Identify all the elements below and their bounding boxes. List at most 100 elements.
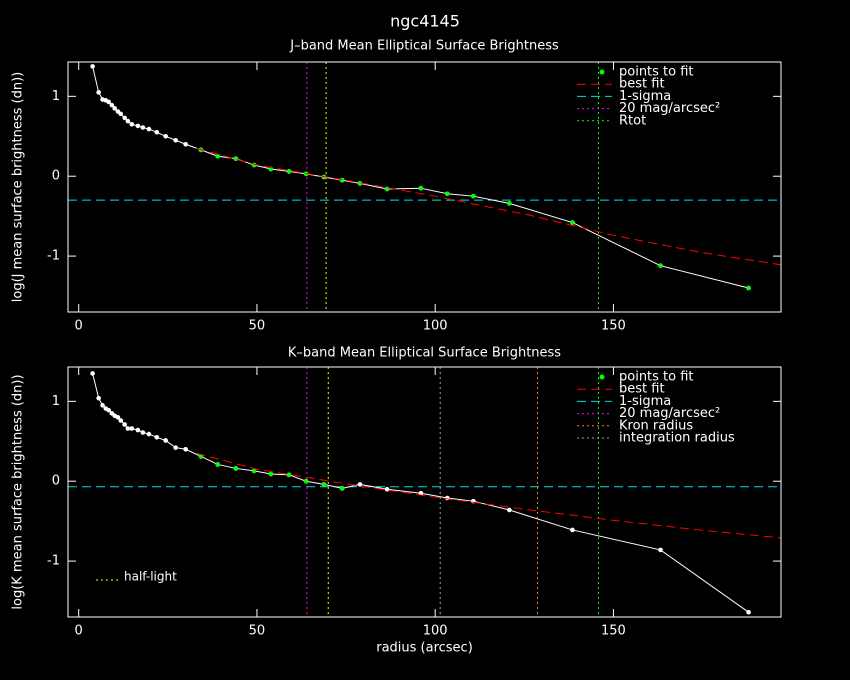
data-point bbox=[286, 472, 292, 478]
legend-label: 20 mag/arcsec² bbox=[619, 406, 720, 421]
y-tick-label: 1 bbox=[52, 394, 60, 409]
data-point bbox=[140, 430, 146, 435]
data-point bbox=[339, 486, 345, 491]
data-point bbox=[129, 426, 135, 431]
data-point bbox=[118, 418, 124, 423]
data-point bbox=[96, 90, 101, 95]
data-point bbox=[658, 547, 663, 553]
data-point bbox=[445, 191, 450, 197]
legend-label: 1-sigma bbox=[619, 89, 671, 104]
series-line bbox=[196, 452, 781, 539]
legend-label: 20 mag/arcsec² bbox=[619, 101, 720, 116]
data-point bbox=[746, 285, 751, 291]
x-tick-label: 100 bbox=[423, 624, 448, 639]
data-point bbox=[100, 403, 105, 408]
data-point bbox=[507, 201, 512, 206]
y-tick-label: -1 bbox=[47, 249, 60, 264]
data-point bbox=[384, 186, 390, 192]
data-point bbox=[125, 426, 131, 431]
data-point bbox=[418, 490, 424, 496]
data-point bbox=[154, 129, 160, 135]
y-axis-label: log(K mean surface brightness (dn)) bbox=[11, 374, 26, 609]
y-tick-label: 1 bbox=[52, 89, 60, 104]
data-point bbox=[445, 495, 450, 501]
data-point bbox=[154, 434, 160, 440]
x-tick-label: 0 bbox=[75, 624, 83, 639]
data-point bbox=[122, 115, 127, 121]
data-point bbox=[198, 454, 204, 459]
data-point bbox=[658, 263, 663, 268]
legend-label: points to fit bbox=[619, 65, 694, 80]
legend-label: best fit bbox=[619, 382, 665, 397]
legend-label: best fit bbox=[619, 77, 665, 92]
data-point bbox=[146, 431, 152, 437]
x-tick-label: 100 bbox=[423, 319, 448, 334]
data-point bbox=[106, 407, 111, 413]
data-point bbox=[321, 482, 327, 487]
data-point bbox=[357, 482, 363, 487]
x-tick-label: 0 bbox=[75, 319, 83, 334]
legend-marker bbox=[599, 69, 605, 75]
panel-title: K–band Mean Elliptical Surface Brightnes… bbox=[288, 346, 561, 361]
data-point bbox=[507, 507, 512, 513]
data-point bbox=[233, 466, 239, 471]
plot-frame bbox=[67, 61, 782, 313]
data-point bbox=[384, 486, 390, 492]
annotation: half-light bbox=[124, 570, 177, 584]
x-tick-label: 50 bbox=[249, 624, 266, 639]
data-point bbox=[215, 153, 221, 159]
data-point bbox=[140, 125, 146, 130]
data-point bbox=[115, 415, 121, 420]
x-axis-label: radius (arcsec) bbox=[376, 641, 473, 656]
y-tick-label: 0 bbox=[52, 169, 60, 184]
data-point bbox=[339, 177, 345, 183]
data-point bbox=[129, 122, 135, 127]
x-tick-label: 150 bbox=[601, 624, 626, 639]
data-point bbox=[163, 438, 168, 443]
data-point bbox=[90, 371, 95, 376]
data-point bbox=[268, 471, 274, 477]
legend-label: integration radius bbox=[619, 431, 735, 446]
data-point bbox=[215, 462, 221, 467]
data-point bbox=[233, 156, 239, 161]
page-title: ngc4145 bbox=[390, 12, 460, 31]
legend-label: Rtot bbox=[619, 113, 646, 128]
data-point bbox=[135, 123, 141, 129]
data-point bbox=[251, 468, 257, 474]
legend-label: Kron radius bbox=[619, 418, 693, 433]
data-point bbox=[183, 446, 188, 452]
data-point bbox=[146, 126, 152, 132]
data-point bbox=[90, 64, 95, 69]
x-tick-label: 50 bbox=[249, 319, 266, 334]
data-point bbox=[570, 527, 575, 533]
legend-marker bbox=[599, 374, 605, 380]
plot-frame bbox=[67, 366, 782, 618]
data-point bbox=[109, 102, 115, 108]
data-point bbox=[173, 137, 178, 143]
data-point bbox=[163, 133, 168, 139]
data-point bbox=[570, 220, 575, 225]
data-point bbox=[286, 169, 292, 174]
data-point bbox=[303, 478, 309, 484]
legend-label: 1-sigma bbox=[619, 394, 671, 409]
data-point bbox=[173, 445, 178, 450]
data-point bbox=[418, 185, 424, 191]
data-point bbox=[471, 193, 476, 199]
x-tick-label: 150 bbox=[601, 319, 626, 334]
data-point bbox=[122, 422, 127, 427]
series-line bbox=[196, 147, 781, 266]
legend-label: points to fit bbox=[619, 370, 694, 385]
data-point bbox=[746, 609, 751, 615]
y-tick-label: -1 bbox=[47, 554, 60, 569]
y-tick-label: 0 bbox=[52, 474, 60, 489]
data-point bbox=[106, 99, 111, 105]
y-axis-label: log(J mean surface brightness (dn)) bbox=[11, 72, 26, 302]
data-point bbox=[125, 118, 131, 124]
data-point bbox=[112, 106, 118, 111]
data-point bbox=[183, 141, 188, 147]
data-point bbox=[118, 111, 124, 117]
data-point bbox=[357, 181, 363, 186]
data-point bbox=[135, 427, 141, 433]
data-point bbox=[96, 395, 101, 401]
